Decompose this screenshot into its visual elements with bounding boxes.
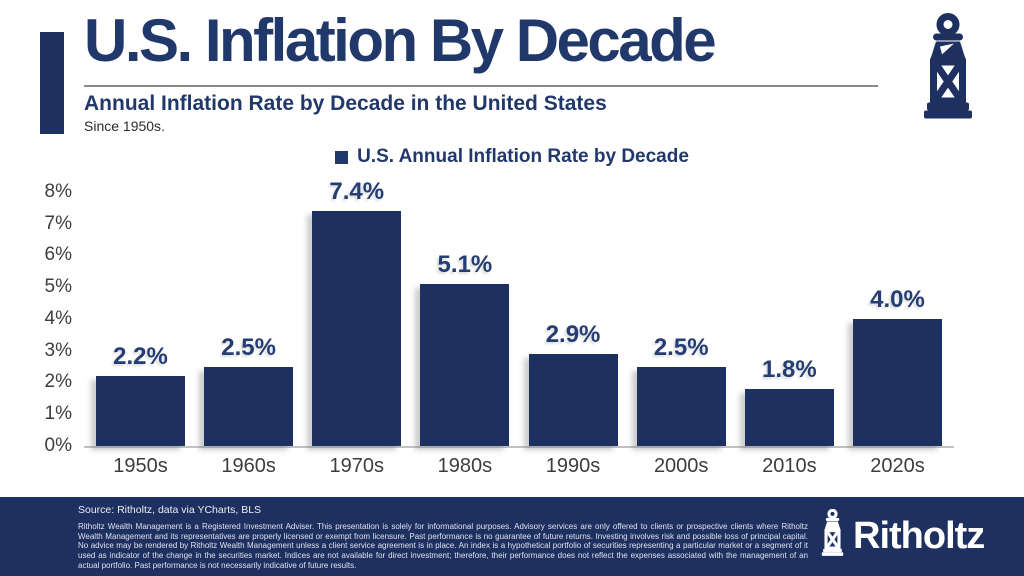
source-text: Source: Ritholtz, data via YCharts, BLS	[78, 504, 262, 516]
y-tick-label: 7%	[44, 212, 72, 234]
y-tick-label: 3%	[44, 339, 72, 361]
x-tick-label: 2020s	[870, 455, 925, 477]
x-axis-line	[84, 446, 954, 448]
bar-1960s	[204, 366, 294, 446]
bar-value-label: 2.5%	[221, 333, 276, 361]
bar-2000s	[636, 366, 726, 446]
page-title: U.S. Inflation By Decade	[84, 7, 717, 74]
legend-swatch-icon	[335, 150, 349, 164]
bar-value-label: 4.0%	[870, 285, 925, 313]
x-tick-label: 1960s	[221, 455, 276, 477]
lantern-icon	[820, 508, 845, 564]
bar-2020s	[852, 318, 942, 446]
bar-value-label: 5.1%	[437, 251, 493, 279]
y-tick-label: 8%	[44, 180, 72, 202]
title-divider	[84, 85, 878, 87]
y-tick-label: 2%	[44, 371, 72, 393]
legend-label: U.S. Annual Inflation Rate by Decade	[357, 146, 689, 167]
x-tick-label: 1970s	[329, 455, 385, 477]
bar-1950s	[96, 376, 185, 446]
y-tick-label: 0%	[44, 435, 72, 456]
y-tick-label: 6%	[44, 244, 72, 266]
bar-2010s	[744, 388, 834, 446]
bar-1970s	[312, 210, 402, 446]
y-tick-label: 5%	[44, 276, 72, 298]
disclaimer-text: Ritholtz Wealth Management is a Register…	[78, 522, 808, 570]
lantern-icon	[920, 12, 976, 132]
bar-value-label: 2.5%	[653, 333, 709, 361]
x-tick-label: 2000s	[653, 455, 709, 477]
bar-value-label: 2.2%	[113, 343, 168, 371]
bar-value-label: 2.9%	[545, 320, 601, 348]
bar-1990s	[528, 353, 618, 446]
x-tick-label: 1990s	[545, 455, 601, 477]
footer: Source: Ritholtz, data via YCharts, BLS …	[0, 497, 1024, 576]
x-tick-label: 1950s	[113, 455, 168, 477]
brand-name: Ritholtz	[853, 515, 985, 557]
page-tagline: Since 1950s.	[84, 118, 165, 134]
title-accent-bar	[40, 32, 64, 134]
x-tick-label: 1980s	[437, 455, 493, 477]
chart-legend: U.S. Annual Inflation Rate by Decade	[0, 146, 1024, 168]
y-tick-label: 4%	[44, 307, 72, 329]
bar-1980s	[420, 284, 510, 446]
brand-logo: Ritholtz	[820, 508, 985, 564]
page-subtitle: Annual Inflation Rate by Decade in the U…	[84, 92, 607, 115]
bar-value-label: 1.8%	[761, 355, 817, 383]
bar-value-label: 7.4%	[329, 177, 385, 205]
x-tick-label: 2010s	[762, 455, 817, 477]
y-tick-label: 1%	[44, 403, 72, 425]
